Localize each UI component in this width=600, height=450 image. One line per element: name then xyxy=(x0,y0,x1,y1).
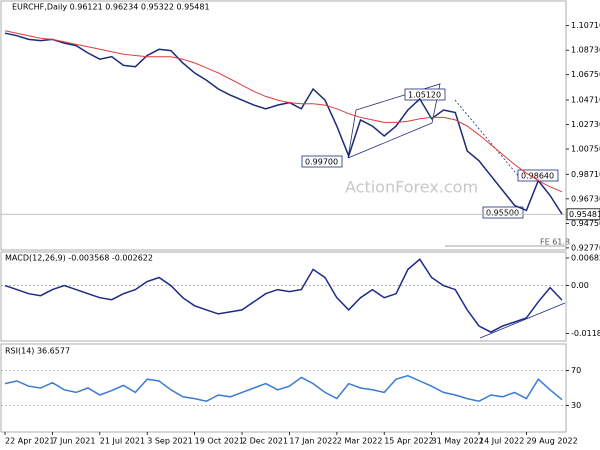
annotation-box xyxy=(301,155,343,168)
channel xyxy=(347,83,441,159)
chart-title: EURCHF,Daily 0.96121 0.96234 0.95322 0.9… xyxy=(12,3,210,12)
price-box xyxy=(566,208,600,221)
annotation: 0.95500 xyxy=(486,209,519,218)
trend-line xyxy=(479,302,566,339)
price-label: 0.95481 xyxy=(569,210,600,219)
annotation-box xyxy=(482,206,524,219)
series-line xyxy=(4,258,563,333)
y-tick-label: -0.011874 xyxy=(571,329,600,338)
x-tick-label: 21 Jul 2021 xyxy=(100,437,145,446)
y-tick-label: 30 xyxy=(571,401,581,410)
watermark: ActionForex.com xyxy=(345,178,478,197)
y-tick-label: 0.006823 xyxy=(571,253,600,262)
rsi-title: RSI(14) 36.6577 xyxy=(5,347,70,356)
annotation: 0.98640 xyxy=(521,172,554,181)
y-tick-label: 1.04710 xyxy=(571,95,600,104)
panel-border xyxy=(0,251,567,342)
annotation: 1.05120 xyxy=(408,91,441,100)
panel-border xyxy=(0,343,567,433)
x-tick-label: 2 Dec 2021 xyxy=(242,437,288,446)
x-tick-label: 15 Apr 2022 xyxy=(384,437,433,446)
x-tick-label: 31 May 2022 xyxy=(432,437,484,446)
projection xyxy=(454,99,521,179)
x-tick-label: 14 Jul 2022 xyxy=(479,437,524,446)
y-tick-label: 1.06750 xyxy=(571,70,600,79)
panel-border xyxy=(0,0,567,251)
x-tick-label: 3 Sep 2021 xyxy=(147,437,193,446)
annotation-box xyxy=(404,88,446,101)
y-tick-label: 1.10710 xyxy=(571,21,600,30)
y-tick-label: 70 xyxy=(571,366,581,375)
x-tick-label: 7 Jun 2021 xyxy=(52,437,95,446)
y-tick-label: 1.08730 xyxy=(571,46,600,55)
x-tick-label: 22 Apr 2021 xyxy=(5,437,54,446)
fe-label: FE 61.8 xyxy=(540,238,570,247)
x-tick-label: 19 Oct 2021 xyxy=(195,437,244,446)
macd-title: MACD(12,26,9) -0.003568 -0.002622 xyxy=(5,254,153,263)
y-tick-label: 0.00 xyxy=(571,281,589,290)
x-tick-label: 2 Mar 2022 xyxy=(337,437,383,446)
x-tick-label: 29 Aug 2022 xyxy=(526,437,577,446)
series-line xyxy=(4,32,563,215)
series-line xyxy=(4,30,563,193)
series-line xyxy=(4,374,563,402)
x-tick-label: 17 Jan 2022 xyxy=(289,437,337,446)
annotation: 0.99700 xyxy=(305,158,338,167)
y-tick-label: 1.02730 xyxy=(571,120,600,129)
